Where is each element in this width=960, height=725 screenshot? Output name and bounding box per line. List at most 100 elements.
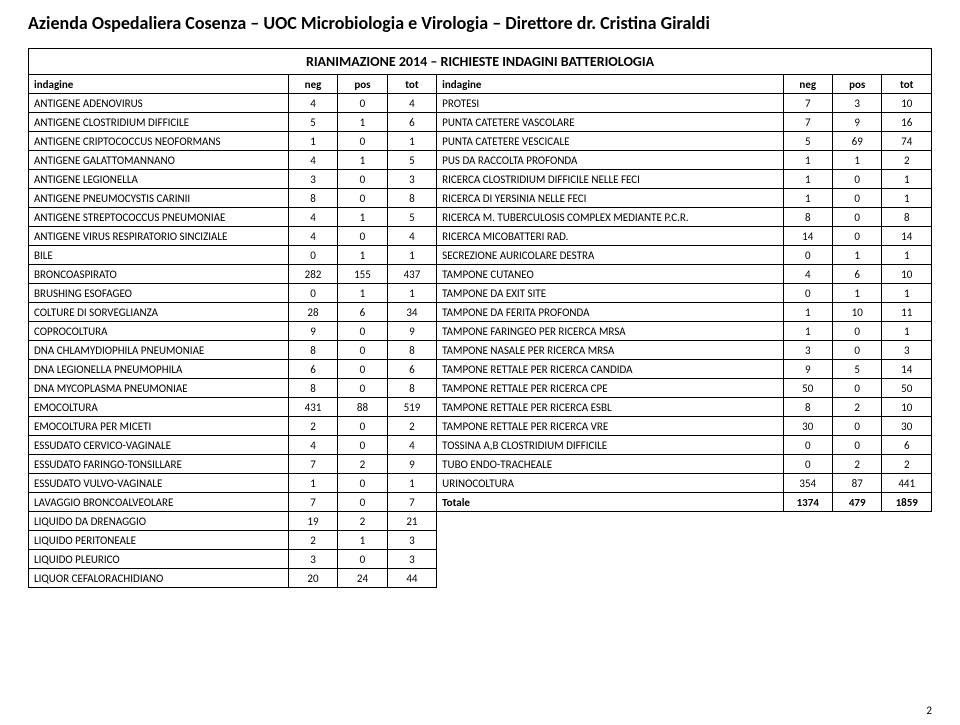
cell-indagine-right: TAMPONE NASALE PER RICERCA MRSA [437,341,783,360]
cell-indagine-right: TAMPONE RETTALE PER RICERCA CPE [437,379,783,398]
cell-indagine-right: TUBO ENDO-TRACHEALE [437,455,783,474]
cell-indagine-left: ANTIGENE ADENOVIRUS [29,94,289,113]
cell-indagine-right: SECREZIONE AURICOLARE DESTRA [437,246,783,265]
cell-num: 50 [783,379,832,398]
cell-num: 8 [387,341,436,360]
cell-num: 0 [338,341,387,360]
table-row: COPROCOLTURA909TAMPONE FARINGEO PER RICE… [29,322,932,341]
cell-empty [882,512,932,531]
table-row: COLTURE DI SORVEGLIANZA28634TAMPONE DA F… [29,303,932,322]
cell-num: 0 [832,379,881,398]
table-row: EMOCOLTURA PER MICETI202TAMPONE RETTALE … [29,417,932,436]
cell-num: 0 [832,189,881,208]
cell-indagine-left: ESSUDATO VULVO-VAGINALE [29,474,289,493]
cell-num: 11 [882,303,932,322]
cell-num: 1 [783,303,832,322]
cell-num: 441 [882,474,932,493]
cell-num: 3 [387,170,436,189]
cell-num: 1 [288,474,337,493]
cell-num: 88 [338,398,387,417]
cell-num: 1 [832,284,881,303]
cell-indagine-left: DNA LEGIONELLA PNEUMOPHILA [29,360,289,379]
cell-indagine-left: DNA MYCOPLASMA PNEUMONIAE [29,379,289,398]
cell-num: 0 [338,322,387,341]
cell-num: 2 [338,512,387,531]
cell-num: 14 [882,227,932,246]
cell-num: 1 [338,531,387,550]
cell-num: 437 [387,265,436,284]
cell-indagine-left: ANTIGENE CLOSTRIDIUM DIFFICILE [29,113,289,132]
cell-num: 1 [783,170,832,189]
cell-num: 44 [387,569,436,588]
cell-num: 1 [882,189,932,208]
table-row: ANTIGENE STREPTOCOCCUS PNEUMONIAE415RICE… [29,208,932,227]
cell-num: 2 [882,151,932,170]
table-row: ANTIGENE CLOSTRIDIUM DIFFICILE516PUNTA C… [29,113,932,132]
cell-num: 1 [783,151,832,170]
table-row: BILE011SECREZIONE AURICOLARE DESTRA011 [29,246,932,265]
cell-indagine-left: COPROCOLTURA [29,322,289,341]
cell-indagine-right: PROTESI [437,94,783,113]
cell-num: 1 [338,208,387,227]
cell-num: 1374 [783,493,832,512]
cell-empty [783,512,832,531]
cell-indagine-right: TOSSINA A,B CLOSTRIDIUM DIFFICILE [437,436,783,455]
cell-empty [437,531,783,550]
cell-num: 1 [832,151,881,170]
table-row: ANTIGENE ADENOVIRUS404PROTESI7310 [29,94,932,113]
cell-num: 6 [832,265,881,284]
cell-indagine-left: COLTURE DI SORVEGLIANZA [29,303,289,322]
cell-num: 3 [832,94,881,113]
cell-num: 1 [338,284,387,303]
cell-num: 6 [882,436,932,455]
header-row: indagine neg pos tot indagine neg pos to… [29,75,932,94]
cell-num: 16 [882,113,932,132]
cell-num: 9 [832,113,881,132]
cell-num: 8 [288,379,337,398]
cell-num: 34 [387,303,436,322]
cell-indagine-left: ANTIGENE VIRUS RESPIRATORIO SINCIZIALE [29,227,289,246]
cell-num: 8 [387,379,436,398]
cell-indagine-right: RICERCA M. TUBERCULOSIS COMPLEX MEDIANTE… [437,208,783,227]
cell-num: 1 [882,322,932,341]
cell-num: 9 [783,360,832,379]
header-indagine-right: indagine [437,75,783,94]
cell-num: 4 [288,436,337,455]
cell-indagine-left: ESSUDATO CERVICO-VAGINALE [29,436,289,455]
cell-indagine-left: DNA CHLAMYDIOPHILA PNEUMONIAE [29,341,289,360]
cell-indagine-right: TAMPONE DA FERITA PROFONDA [437,303,783,322]
cell-num: 87 [832,474,881,493]
table-row: LIQUIDO PERITONEALE213 [29,531,932,550]
cell-num: 5 [387,151,436,170]
page-title: Azienda Ospedaliera Cosenza – UOC Microb… [28,12,932,34]
table-row: BRONCOASPIRATO282155437TAMPONE CUTANEO46… [29,265,932,284]
cell-num: 519 [387,398,436,417]
cell-indagine-right: TAMPONE DA EXIT SITE [437,284,783,303]
table-row: EMOCOLTURA43188519TAMPONE RETTALE PER RI… [29,398,932,417]
cell-num: 0 [783,455,832,474]
table-row: LAVAGGIO BRONCOALVEOLARE707Totale1374479… [29,493,932,512]
cell-num: 4 [387,227,436,246]
cell-num: 1 [882,170,932,189]
cell-num: 0 [832,227,881,246]
cell-num: 5 [288,113,337,132]
cell-num: 8 [783,398,832,417]
cell-num: 7 [387,493,436,512]
cell-num: 9 [387,322,436,341]
cell-empty [882,569,932,588]
cell-num: 0 [832,170,881,189]
cell-num: 4 [288,94,337,113]
table-row: ESSUDATO CERVICO-VAGINALE404TOSSINA A,B … [29,436,932,455]
cell-num: 1 [387,474,436,493]
cell-num: 0 [338,189,387,208]
cell-empty [783,550,832,569]
cell-indagine-right: RICERCA DI YERSINIA NELLE FECI [437,189,783,208]
cell-num: 479 [832,493,881,512]
cell-empty [783,569,832,588]
cell-num: 0 [783,284,832,303]
cell-num: 28 [288,303,337,322]
cell-num: 5 [387,208,436,227]
cell-num: 1 [387,132,436,151]
cell-num: 14 [783,227,832,246]
cell-num: 1 [783,322,832,341]
